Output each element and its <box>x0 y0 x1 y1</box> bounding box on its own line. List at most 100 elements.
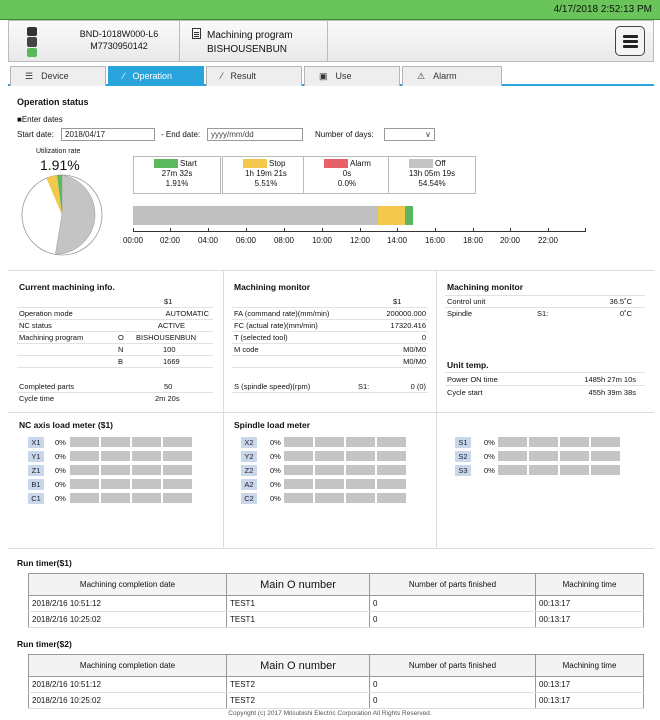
timeline-label: 08:00 <box>273 236 295 245</box>
table-cell: TEST1 <box>226 611 370 628</box>
status-bar: 4/17/2018 2:52:13 PM <box>0 0 660 20</box>
control-unit-value: 36.5˚C <box>609 297 632 306</box>
run-timer-2-table: Machining completion date Main O number … <box>28 654 644 709</box>
timeline-tick <box>133 228 134 232</box>
state-time: 1h 19m 21s <box>245 169 287 178</box>
row-sub: B <box>118 357 124 366</box>
timeline-tick <box>585 228 586 232</box>
row-divider <box>445 385 645 386</box>
load-meter-bar <box>70 451 192 461</box>
machine-name: BND-1018W000-L6 <box>79 29 159 39</box>
axis-percent: 0% <box>270 452 281 461</box>
lightning-icon: ⁄ <box>123 71 125 81</box>
state-percent: 54.54% <box>418 179 446 188</box>
unit-temp-title: Unit temp. <box>447 360 489 370</box>
column-header: Number of parts finished <box>369 654 536 677</box>
row-divider <box>445 295 645 296</box>
timeline-tick <box>284 228 285 232</box>
timeline-tick <box>435 228 436 232</box>
row-divider <box>17 355 213 356</box>
power-on-value: 1485h 27m 10s <box>584 375 636 384</box>
state-percent: 1.91% <box>165 179 189 188</box>
divider <box>8 270 654 271</box>
machining-monitor-2-title: Machining monitor <box>447 282 524 292</box>
tab-result[interactable]: ⁄ Result <box>206 66 302 86</box>
pie-slice-stop <box>46 175 62 215</box>
row-divider <box>17 343 213 344</box>
tab-device[interactable]: ☰ Device <box>10 66 106 86</box>
tab-use[interactable]: ▣ Use <box>304 66 400 86</box>
table-cell: 0 <box>369 676 536 693</box>
axis-chip: S3 <box>455 465 471 476</box>
hamburger-menu-icon[interactable] <box>615 26 645 56</box>
spindle-speed-label: S (spindle speed)(rpm) <box>234 382 311 391</box>
table-row: 2018/2/16 10:25:02 TEST2 0 00:13:17 <box>28 692 644 709</box>
spindle-temp-value: 0˚C <box>619 309 632 318</box>
axis-chip: C1 <box>28 493 44 504</box>
load-meter-bar <box>70 479 192 489</box>
state-time: 27m 32s <box>161 169 193 178</box>
monitor-col-header: $1 <box>393 297 402 306</box>
row-label: T (selected tool) <box>234 333 288 342</box>
axis-percent: 0% <box>55 466 66 475</box>
current-info-col-header: $1 <box>164 297 173 306</box>
axis-chip: B1 <box>28 479 44 490</box>
document-icon <box>192 28 201 39</box>
row-divider <box>232 355 428 356</box>
end-date-input[interactable]: yyyy/mm/dd <box>207 128 303 141</box>
timeline-label: 00:00 <box>122 236 144 245</box>
timeline-off-bar <box>133 206 413 225</box>
state-percent: 0.0% <box>337 179 357 188</box>
utilization-label: Utilization rate <box>36 148 81 155</box>
cycle-time-value: 2m 20s <box>155 394 180 403</box>
program-label: Machining program <box>207 30 293 41</box>
table-cell: TEST2 <box>226 692 370 709</box>
row-value: 100 <box>163 345 176 354</box>
axis-chip: X2 <box>241 437 257 448</box>
footer-copyright: Copyright (c) 2017 Mitsubishi Electric C… <box>228 710 432 717</box>
row-divider <box>17 331 213 332</box>
load-meter-bar <box>284 493 406 503</box>
timeline-label: 10:00 <box>311 236 333 245</box>
table-row: 2018/2/16 10:51:12 TEST2 0 00:13:17 <box>28 676 644 693</box>
utilization-value: 1.91% <box>40 157 80 173</box>
operation-status-title: Operation status <box>17 97 89 107</box>
axis-chip: S1 <box>455 437 471 448</box>
timeline-label: 06:00 <box>235 236 257 245</box>
column-header: Number of parts finished <box>369 573 536 596</box>
table-row: 2018/2/16 10:25:02 TEST1 0 00:13:17 <box>28 611 644 628</box>
program-info: Machining program BISHOUSENBUN <box>192 28 293 57</box>
axis-percent: 0% <box>484 466 495 475</box>
table-cell: 0 <box>369 611 536 628</box>
axis-chip: A2 <box>241 479 257 490</box>
machine-serial: M7730950142 <box>90 41 148 51</box>
off-color-swatch <box>409 159 433 168</box>
axis-percent: 0% <box>55 452 66 461</box>
row-divider <box>17 392 213 393</box>
table-cell: 0 <box>369 692 536 709</box>
machine-info: BND-1018W000-L6 M7730950142 <box>49 28 189 52</box>
tab-alarm[interactable]: ⚠ Alarm <box>402 66 502 86</box>
column-header: Machining time <box>535 573 644 596</box>
column-header: Machining completion date <box>28 654 227 677</box>
axis-chip: Z2 <box>241 465 257 476</box>
load-meter-bar <box>284 465 406 475</box>
tab-bar: ☰ Device ⁄ Operation ⁄ Result ▣ Use ⚠ Alarm <box>8 64 654 86</box>
timeline-label: 12:00 <box>349 236 371 245</box>
control-unit-label: Control unit <box>447 297 486 306</box>
days-select[interactable] <box>384 128 435 141</box>
row-label: Machining program <box>19 333 84 342</box>
timeline-tick <box>208 228 209 232</box>
table-cell: 2018/2/16 10:25:02 <box>28 692 227 709</box>
column-header: Machining time <box>535 654 644 677</box>
load-meter-bar <box>498 451 620 461</box>
start-date-input[interactable]: 2018/04/17 <box>61 128 155 141</box>
tab-operation[interactable]: ⁄ Operation <box>108 66 204 86</box>
timeline-axis <box>133 231 585 232</box>
row-divider <box>232 307 428 308</box>
row-sub: O <box>118 333 124 342</box>
header-divider <box>179 21 180 61</box>
load-meter-bar <box>498 465 620 475</box>
load-meter-bar <box>70 437 192 447</box>
row-value: M0/M0 <box>403 357 426 366</box>
